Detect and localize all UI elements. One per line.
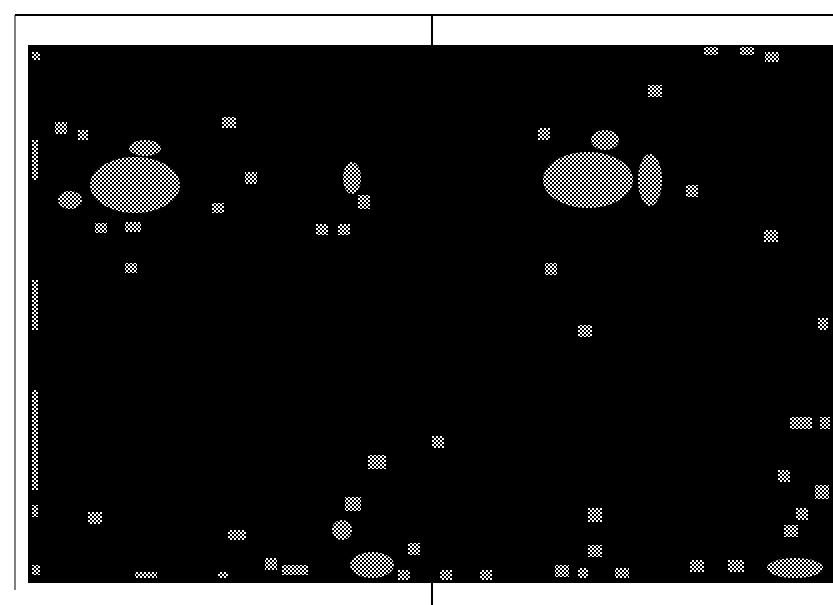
speckle	[764, 230, 778, 242]
speckle	[345, 497, 361, 511]
speckle	[222, 117, 236, 128]
speckle	[408, 543, 420, 555]
speckle	[432, 436, 444, 448]
speckle	[32, 565, 40, 575]
speckle	[332, 520, 352, 540]
speckle	[648, 85, 662, 97]
speckle	[88, 512, 102, 524]
speckle	[125, 263, 137, 273]
speckle	[578, 325, 592, 337]
speckle-cluster	[90, 157, 180, 213]
speckle	[815, 485, 829, 499]
speckle	[218, 572, 228, 578]
speckle-field	[32, 47, 830, 580]
speckle	[343, 162, 361, 194]
speckle	[704, 47, 718, 55]
speckle	[796, 508, 808, 520]
speckle	[545, 263, 557, 275]
speckle	[125, 222, 141, 232]
speckle	[480, 570, 492, 580]
speckle	[638, 154, 662, 206]
speckle	[767, 558, 823, 578]
speckle	[282, 565, 308, 575]
speckle	[615, 568, 629, 578]
speckle	[820, 417, 830, 429]
speckle	[538, 128, 550, 140]
speckle	[740, 47, 754, 55]
speckle	[228, 530, 246, 540]
speckle	[135, 572, 157, 578]
speckle-cluster	[543, 152, 633, 208]
speckle	[32, 140, 38, 180]
speckle	[588, 508, 602, 522]
speckle	[58, 191, 82, 209]
speckle	[32, 280, 38, 330]
speckle	[265, 558, 277, 570]
speckle	[784, 525, 798, 537]
speckle	[55, 122, 67, 134]
speckle	[338, 224, 350, 235]
speckle	[350, 552, 394, 578]
speckle	[32, 505, 38, 517]
speckle	[690, 560, 704, 572]
speckle	[358, 195, 370, 209]
speckle	[440, 570, 452, 580]
speckle	[778, 470, 790, 482]
speckle	[555, 565, 569, 577]
speckle	[578, 568, 588, 578]
speckle	[765, 52, 779, 62]
speckle	[212, 203, 224, 213]
dark-panel	[28, 45, 833, 583]
speckle	[368, 455, 386, 469]
speckle	[790, 417, 812, 429]
speckle	[588, 545, 602, 557]
speckle	[591, 130, 619, 150]
speckle	[129, 140, 161, 156]
speckle	[316, 224, 328, 235]
speckle	[245, 172, 257, 184]
speckle	[32, 390, 38, 490]
speckle	[818, 318, 828, 330]
speckle	[728, 560, 744, 572]
speckle	[686, 185, 698, 197]
speckle	[32, 52, 40, 60]
speckle	[398, 570, 410, 580]
speckle	[95, 223, 107, 233]
speckle	[78, 130, 88, 140]
